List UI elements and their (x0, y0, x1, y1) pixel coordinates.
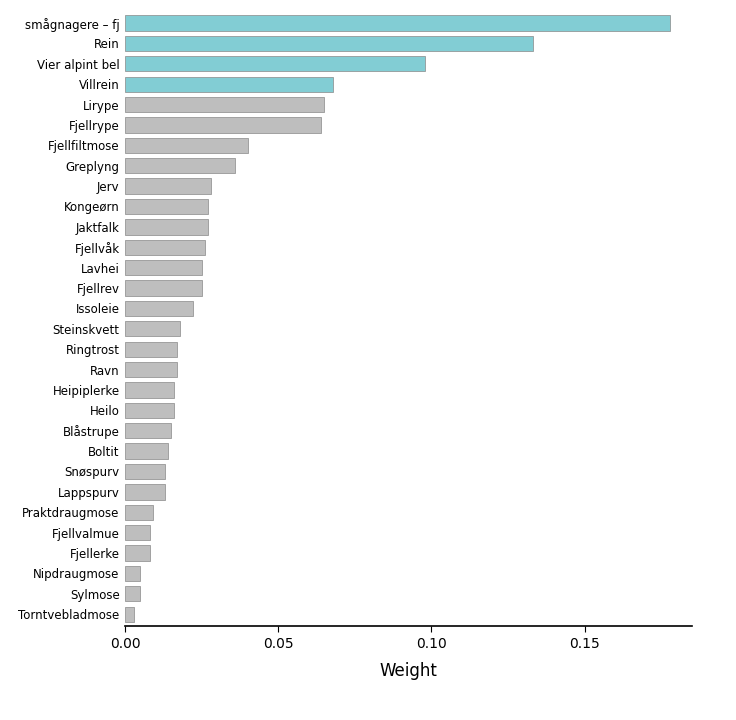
Bar (125, 444, 168, 459)
Bar (125, 199, 208, 214)
Bar (125, 525, 149, 540)
Bar (125, 485, 165, 500)
Bar (125, 341, 177, 357)
Bar (125, 464, 165, 479)
Bar (125, 301, 193, 316)
Bar (125, 402, 174, 418)
Bar (125, 382, 174, 397)
Bar (125, 56, 425, 71)
Bar (125, 566, 141, 581)
Bar (125, 321, 180, 336)
Bar (125, 606, 134, 622)
Bar (125, 586, 141, 601)
Bar (125, 505, 152, 520)
Bar (125, 219, 208, 235)
Bar (125, 117, 321, 132)
Bar (125, 240, 205, 255)
Bar (125, 362, 177, 377)
Bar (125, 76, 333, 92)
Bar (125, 15, 670, 31)
Bar (125, 158, 236, 174)
Bar (125, 179, 211, 194)
Bar (125, 545, 149, 561)
Bar (125, 97, 325, 112)
Bar (125, 280, 202, 296)
Bar (125, 260, 202, 275)
Bar (125, 423, 171, 438)
X-axis label: Weight: Weight (380, 662, 437, 680)
Bar (125, 138, 247, 153)
Bar (125, 36, 533, 51)
